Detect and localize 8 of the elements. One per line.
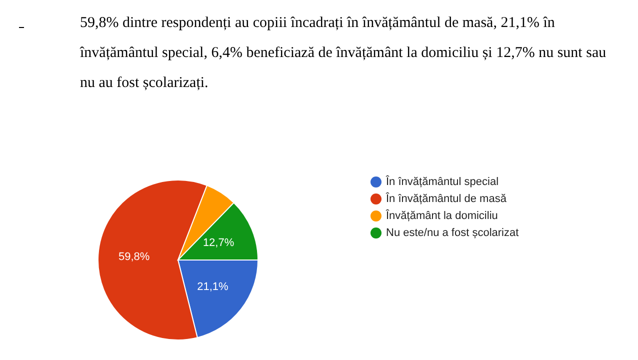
legend-label: În învățământul special: [385, 175, 499, 188]
data-label: 59,8%: [118, 251, 150, 264]
legend-label: Nu este/nu a fost școlarizat: [386, 227, 519, 239]
data-label: 21,1%: [197, 281, 228, 294]
data-label: 12,7%: [202, 236, 234, 249]
chart-title: 59,8% dintre respondenți au copiii încadrați în învățământul de masă, 21,1% în învățământul special, 6,4% beneficiază de învățământ la domiciliu și 12,7% nu sunt sau nu au fost școlarizați.: [80, 14, 608, 93]
legend-label: Învățământ la domiciliu: [385, 209, 498, 222]
legend-label: În învățământul de masă: [385, 192, 508, 205]
